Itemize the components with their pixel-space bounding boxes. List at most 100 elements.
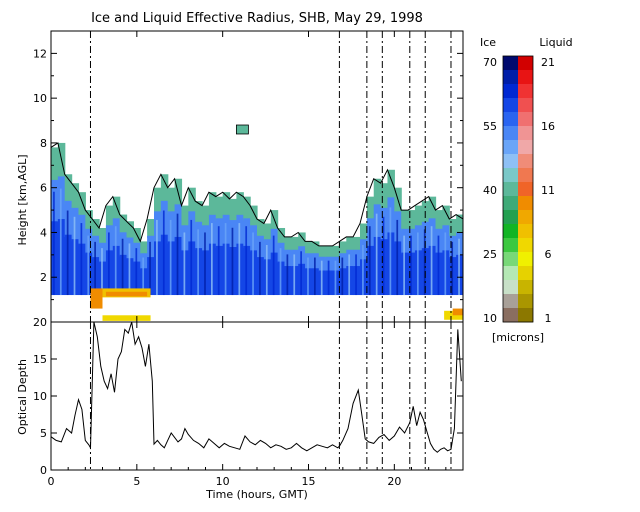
colorbar-liquid-cell — [518, 210, 533, 225]
cloud-column — [305, 241, 313, 296]
effective-radius-panel: 2 4 6 8 10 12 — [33, 30, 464, 323]
cloud-column — [394, 187, 402, 296]
cloud-column — [442, 205, 450, 296]
cloud-column — [92, 219, 100, 296]
cloud-column — [236, 192, 244, 296]
cloud-column — [291, 236, 299, 296]
cloud-field — [51, 124, 463, 322]
cloud-column — [215, 196, 224, 296]
colorbar-ice-cell — [503, 280, 518, 295]
colorbar-units-label: [microns] — [492, 331, 544, 344]
cloud-column — [387, 169, 395, 296]
colorbar-ice-cell — [503, 84, 518, 99]
colorbar-liquid-cell — [518, 182, 533, 197]
cloud-column — [346, 236, 354, 296]
cloud-column — [140, 241, 148, 296]
cloud-column — [167, 187, 176, 296]
cloud-column — [414, 205, 423, 296]
chart-title: Ice and Liquid Effective Radius, SHB, Ma… — [91, 11, 423, 26]
x-tick-label: 15 — [302, 475, 316, 488]
bottom-ylabel: Optical Depth — [16, 359, 29, 435]
top-ylabel: Height [km,AGL] — [16, 154, 29, 245]
y-tick-label: 2 — [40, 271, 47, 284]
cloud-column — [339, 241, 347, 296]
cloud-column — [311, 241, 320, 296]
cloud-column — [147, 219, 155, 296]
cloud-column — [57, 142, 66, 296]
y-tick-label: 8 — [40, 137, 47, 150]
cloud-column — [380, 183, 389, 296]
liquid-patches — [90, 288, 463, 321]
cloud-column — [263, 223, 272, 296]
colorbar-liquid-cell — [518, 70, 533, 85]
cloud-column — [174, 178, 183, 296]
colorbar-ice-cell — [503, 210, 518, 225]
cloud-column — [51, 147, 59, 296]
cloud-column — [428, 196, 437, 296]
x-axis-label: Time (hours, GMT) — [205, 488, 308, 501]
colorbar-ice-cell — [503, 154, 518, 169]
cloud-column — [208, 192, 217, 296]
cloud-column — [373, 178, 382, 296]
cloud-column — [250, 205, 258, 296]
colorbar-ice-tick: 55 — [483, 120, 497, 133]
cloud-column — [401, 210, 409, 296]
cloud-column — [181, 205, 189, 296]
cloud-column — [284, 236, 292, 296]
cloud-column — [366, 196, 375, 296]
colorbar-liquid-cell — [518, 196, 533, 211]
cloud-column — [360, 223, 368, 296]
y-tick-label: 6 — [40, 182, 47, 195]
colorbar-ice-cell — [503, 168, 518, 183]
y-tick-label: 15 — [33, 353, 47, 366]
cloud-column — [277, 227, 286, 296]
colorbar-liquid-tick: 16 — [541, 120, 555, 133]
cloud-column — [202, 205, 210, 296]
optical-depth-series — [51, 322, 462, 453]
y-tick-label: 10 — [33, 390, 47, 403]
cloud-column — [105, 205, 114, 296]
colorbar-ice-tick: 25 — [483, 248, 497, 261]
y-tick-label: 20 — [33, 316, 47, 329]
colorbar-ice-label: Ice — [480, 36, 496, 49]
colorbar-ice-cell — [503, 238, 518, 253]
colorbar-liquid-cell — [518, 308, 533, 323]
colorbar-liquid-cell — [518, 126, 533, 141]
colorbar-ice-cell — [503, 56, 518, 71]
cloud-column — [318, 245, 327, 296]
x-tick-label: 10 — [216, 475, 230, 488]
colorbar-liquid-tick: 21 — [541, 56, 555, 69]
colorbar-ice-tick: 40 — [483, 184, 497, 197]
cloud-column — [456, 214, 463, 296]
colorbar-liquid-tick: 11 — [541, 184, 555, 197]
cloud-column — [154, 187, 162, 296]
colorbar-ice-cell — [503, 98, 518, 113]
colorbar-liquid-cell — [518, 84, 533, 99]
colorbar-liquid-cell — [518, 266, 533, 281]
colorbar-liquid-cell — [518, 294, 533, 309]
colorbar-ice-cell — [503, 294, 518, 309]
cloud-column — [325, 245, 334, 296]
cloud-column — [270, 210, 279, 296]
colorbar-ice-cell — [503, 112, 518, 127]
cloud-column — [112, 196, 121, 296]
cloud-column — [229, 198, 237, 296]
y-tick-label: 12 — [33, 47, 47, 60]
colorbar-liquid-cell — [518, 98, 533, 113]
colorbar-liquid-cell — [518, 252, 533, 267]
cloud-column — [160, 174, 169, 296]
cloud-column — [85, 210, 93, 296]
cloud-column — [195, 201, 203, 296]
colorbar: 70 21 55 16 40 11 25 6 10 1 — [483, 55, 555, 325]
bottom-axes-frame — [50, 321, 464, 471]
cloud-column — [449, 219, 457, 296]
colorbar-frame — [502, 55, 534, 323]
cloud-column — [222, 192, 231, 296]
cloud-column — [64, 174, 73, 296]
colorbar-ice-cell — [503, 196, 518, 211]
cloud-column — [126, 221, 134, 296]
colorbar-ice-cell — [503, 70, 518, 85]
colorbar-ice-cell — [503, 140, 518, 155]
x-tick-label: 5 — [133, 475, 140, 488]
